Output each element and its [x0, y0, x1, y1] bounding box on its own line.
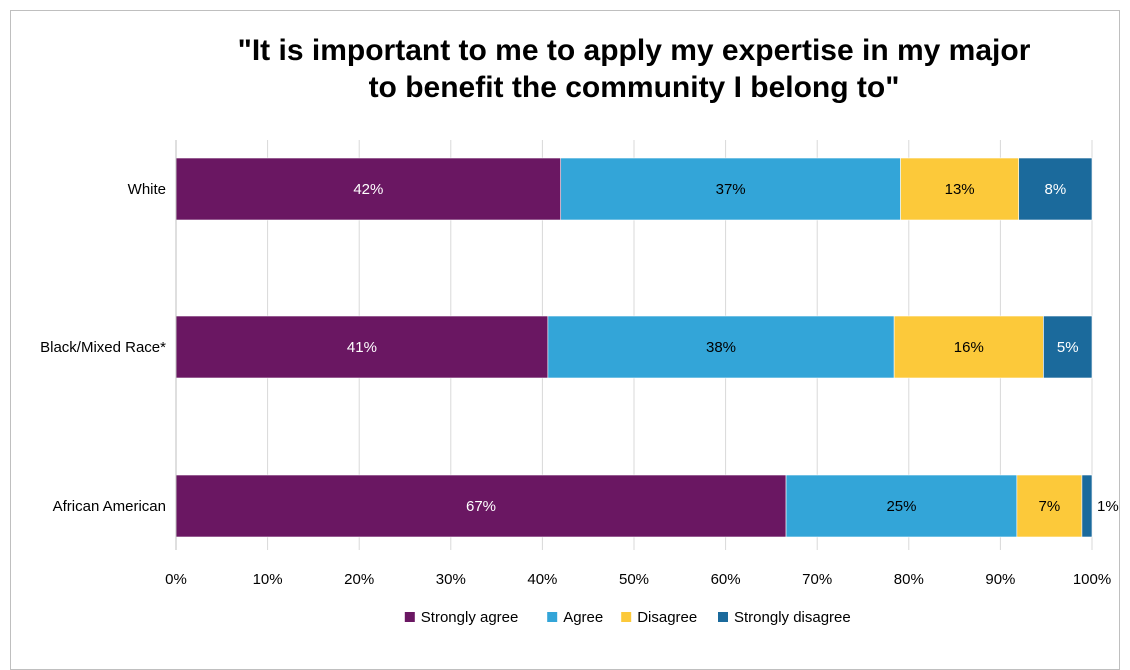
data-label: 1%	[1097, 498, 1119, 515]
x-tick-label: 0%	[165, 571, 187, 588]
data-label: 38%	[706, 339, 736, 356]
legend-label: Strongly agree	[421, 609, 519, 626]
category-label: White	[128, 181, 166, 198]
bars: 42% 37% 13% 8% 41% 38% 16% 5% 67% 25% 7% 1%	[175, 157, 1119, 538]
x-tick-label: 50%	[619, 571, 649, 588]
data-label: 5%	[1057, 339, 1079, 356]
bar-segment	[1016, 474, 1083, 538]
bar-segment	[785, 474, 1018, 538]
legend-item: Agree	[547, 609, 603, 626]
bar-segment	[1018, 157, 1093, 221]
bar-segment	[900, 157, 1020, 221]
x-tick-label: 90%	[985, 571, 1015, 588]
bar-segment	[1043, 315, 1093, 379]
axes: 0% 10% 20% 30% 40% 50% 60% 70% 80% 90% 100% White Bl…	[40, 140, 1111, 588]
data-label: 25%	[886, 498, 916, 515]
bar-segment	[175, 157, 562, 221]
chart-title-line-2: to benefit the community I belong to"	[368, 71, 900, 104]
bar-segment	[175, 474, 787, 538]
data-label: 7%	[1039, 498, 1061, 515]
legend: Strongly agree Agree Disagree Strongly disa…	[404, 609, 851, 626]
x-tick-label: 20%	[344, 571, 374, 588]
x-tick-label: 80%	[894, 571, 924, 588]
bar-segment	[1081, 474, 1093, 538]
legend-label: Strongly disagree	[734, 609, 851, 626]
data-label: 67%	[466, 498, 496, 515]
legend-label: Agree	[563, 609, 603, 626]
x-tick-label: 100%	[1073, 571, 1111, 588]
x-tick-label: 40%	[527, 571, 557, 588]
bar-segment	[547, 315, 895, 379]
legend-swatch	[718, 612, 728, 622]
data-label: 42%	[353, 181, 383, 198]
legend-swatch	[404, 612, 415, 622]
data-label: 37%	[716, 181, 746, 198]
data-label: 41%	[347, 339, 377, 356]
legend-item: Strongly agree	[404, 609, 519, 626]
data-label: 16%	[954, 339, 984, 356]
x-tick-label: 70%	[802, 571, 832, 588]
x-tick-label: 30%	[436, 571, 466, 588]
category-label: Black/Mixed Race*	[40, 339, 166, 356]
legend-swatch	[547, 612, 558, 622]
chart-title: "It is important to me to apply my exper…	[176, 32, 1092, 106]
bar-segment	[560, 157, 901, 221]
category-label: African American	[53, 498, 166, 515]
data-label: 8%	[1045, 181, 1067, 198]
x-tick-label: 10%	[253, 571, 283, 588]
legend-item: Disagree	[621, 609, 697, 626]
legend-item: Strongly disagree	[718, 609, 851, 626]
x-tick-label: 60%	[711, 571, 741, 588]
legend-label: Disagree	[637, 609, 697, 626]
data-label: 13%	[945, 181, 975, 198]
chart-title-line-1: "It is important to me to apply my exper…	[237, 34, 1031, 67]
stacked-bar-chart: 42% 37% 13% 8% 41% 38% 16% 5% 67% 25% 7% 1% 0% 10% 20…	[40, 140, 1119, 626]
legend-swatch	[621, 612, 632, 622]
